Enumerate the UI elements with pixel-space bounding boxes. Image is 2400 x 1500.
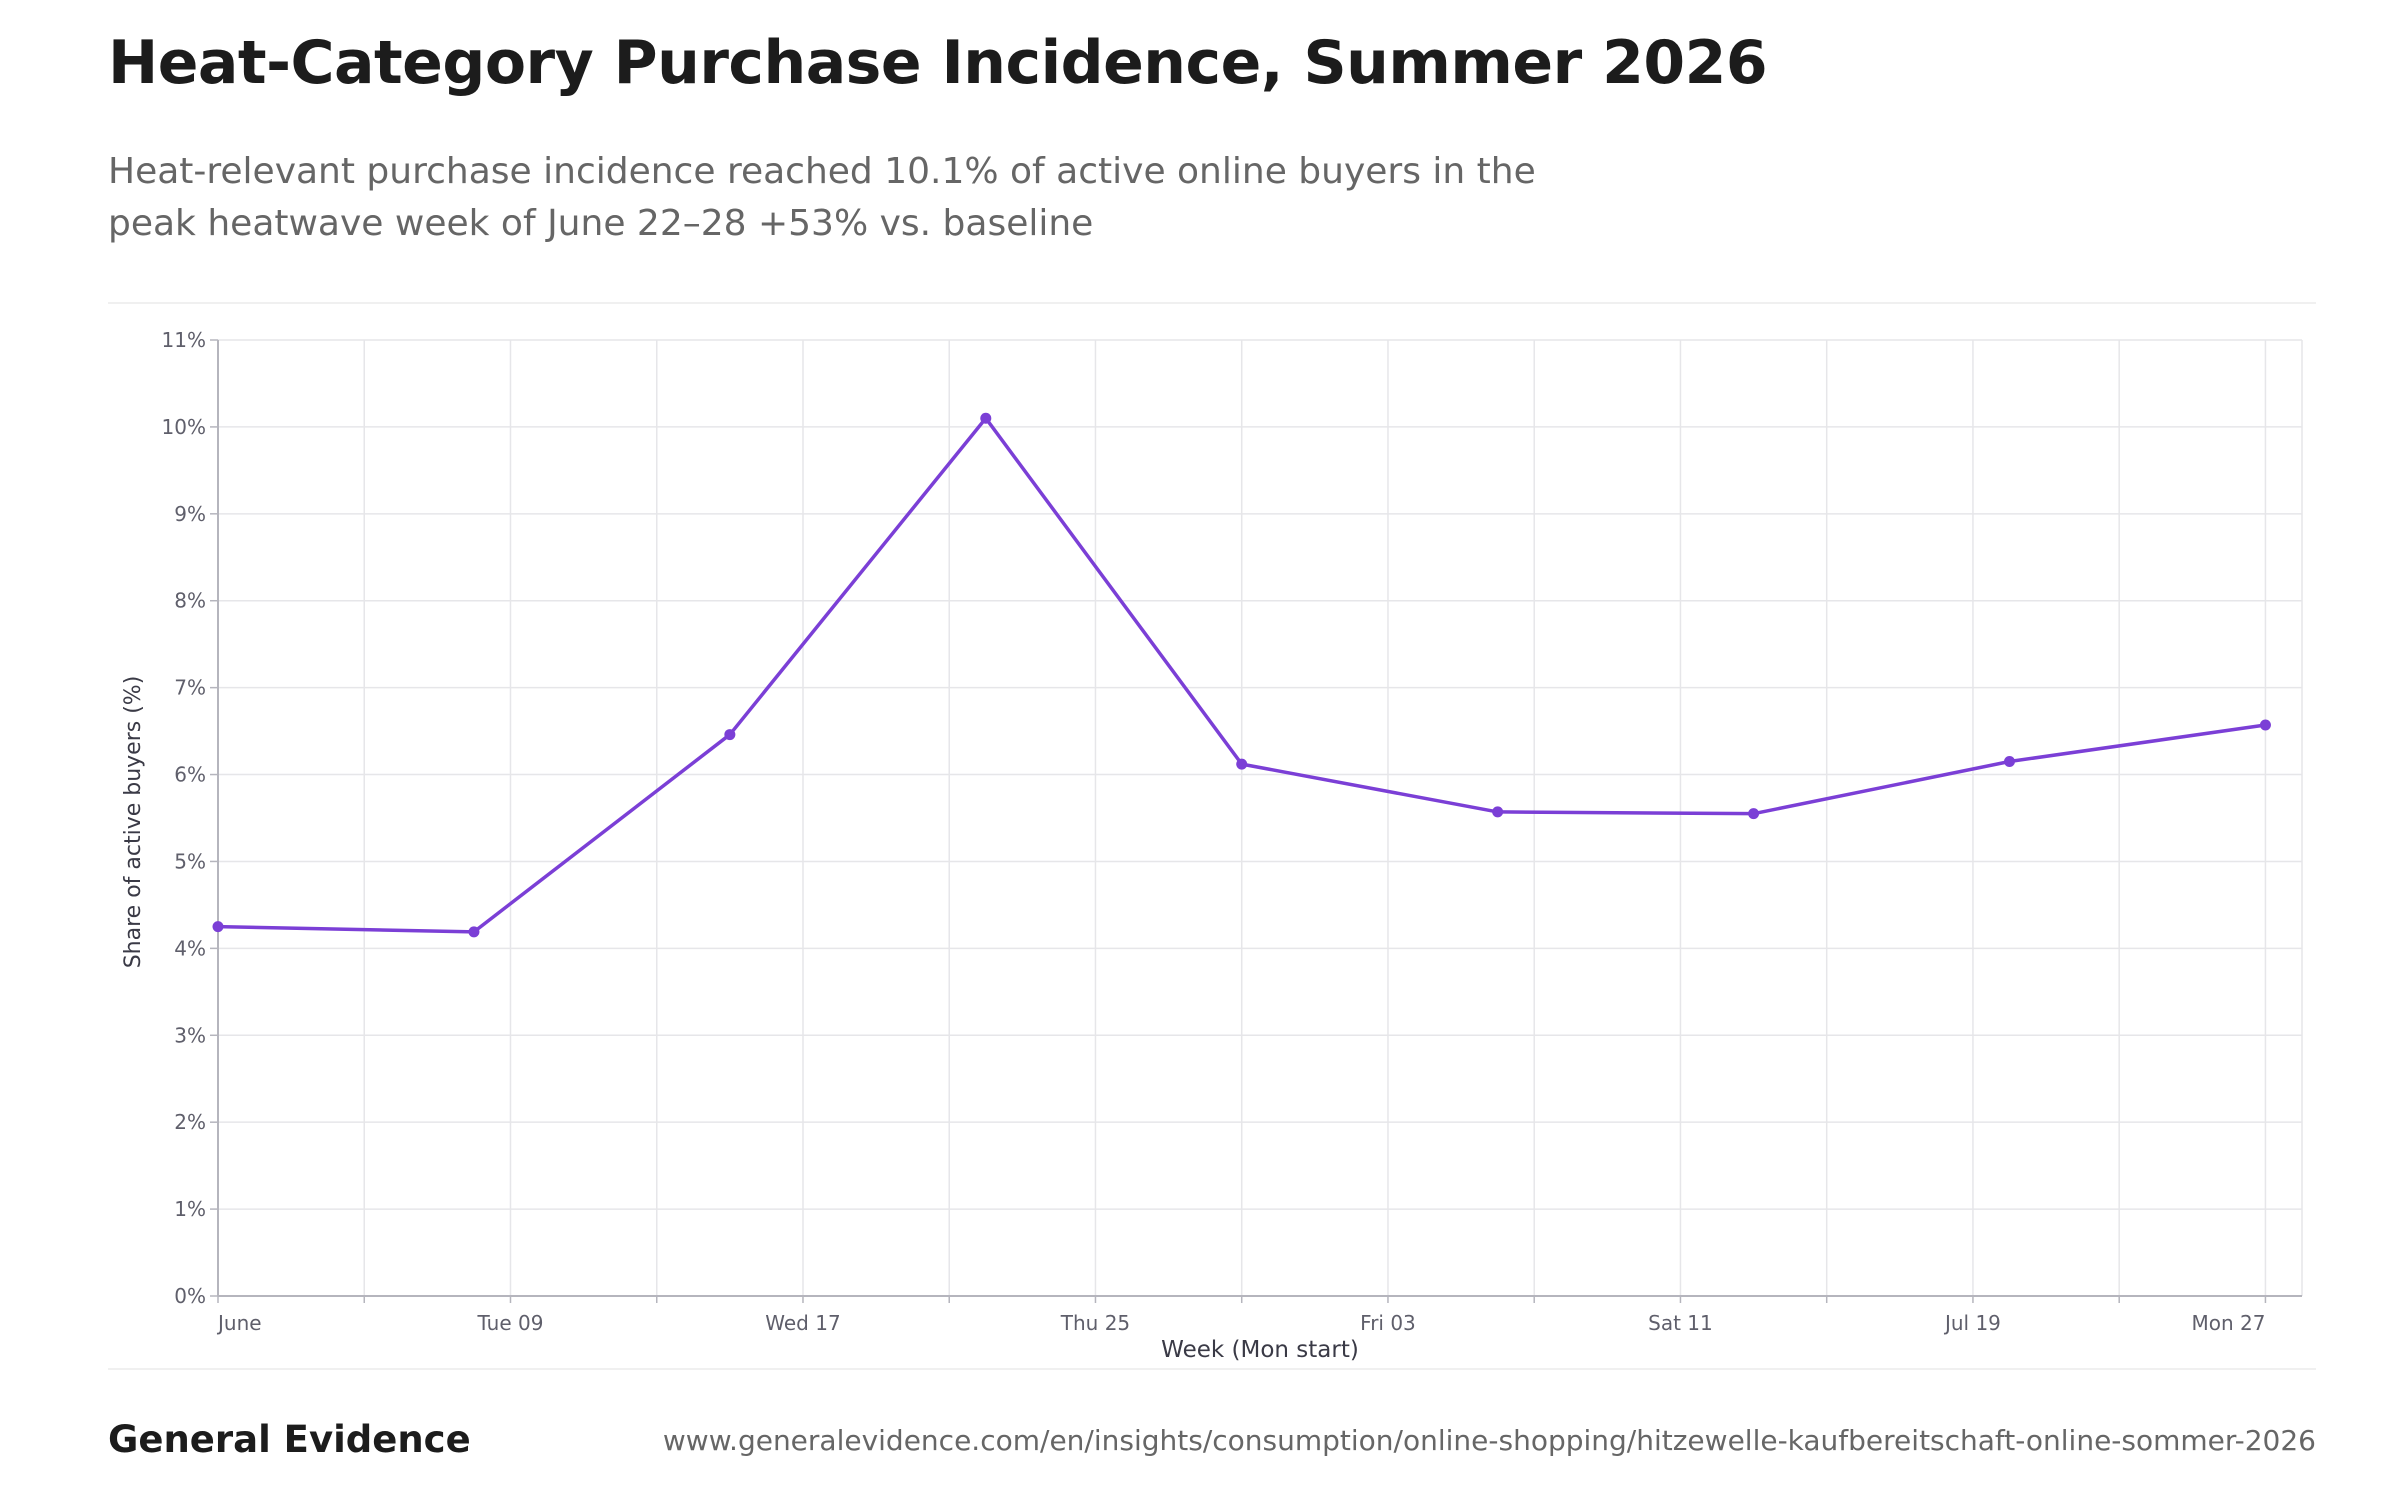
y-tick-label: 6% (174, 763, 206, 787)
x-axis-label: Week (Mon start) (1161, 1337, 1359, 1363)
x-tick-label: Wed 17 (765, 1311, 840, 1335)
source-url: www.generalevidence.com/en/insights/cons… (662, 1424, 2316, 1457)
x-tick-labels: June Tue 09 Wed 17 Thu 25 Fri 03 Sat 11 Jul 19… (216, 1311, 2265, 1335)
y-tick-label: 8% (174, 589, 206, 613)
x-tick-label: Fri 03 (1360, 1311, 1416, 1335)
data-point (724, 729, 736, 741)
data-point (1748, 808, 1760, 820)
data-point (2259, 719, 2271, 731)
bottom-divider (108, 1368, 2316, 1370)
x-tick-label: Sat 11 (1648, 1311, 1713, 1335)
y-tick-label: 4% (174, 936, 206, 960)
gridlines (217, 339, 2303, 1297)
chart-subtitle: Heat-relevant purchase incidence reached… (108, 151, 1536, 244)
brand-logo-text: General Evidence (108, 1418, 471, 1461)
y-tick-label: 7% (174, 676, 206, 700)
y-tick-label: 10% (162, 415, 206, 439)
y-axis-label: Share of active buyers (%) (121, 676, 146, 969)
y-tick-label: 2% (174, 1110, 206, 1134)
line-chart: 0% 1% 2% 3% 4% 5% 6% 7% 8% 9% 10% 11% June Tue 09 Wed… (121, 328, 2303, 1363)
data-point (468, 926, 480, 938)
x-tick-label: Mon 27 (2191, 1311, 2265, 1335)
axes (210, 339, 2302, 1303)
y-tick-label: 9% (174, 502, 206, 526)
chart-title: Heat-Category Purchase Incidence, Summer… (108, 28, 1768, 98)
y-tick-label: 11% (162, 328, 206, 352)
y-tick-label: 3% (174, 1023, 206, 1047)
y-tick-labels: 0% 1% 2% 3% 4% 5% 6% 7% 8% 9% 10% 11% (162, 328, 206, 1308)
plot-area (212, 412, 2271, 938)
top-divider (108, 302, 2316, 304)
data-point (2004, 756, 2016, 768)
x-tick-label: Thu 25 (1060, 1311, 1130, 1335)
x-tick-label: Jul 19 (1943, 1311, 2001, 1335)
x-tick-label: Tue 09 (477, 1311, 544, 1335)
data-point (1492, 806, 1504, 818)
data-point (212, 921, 224, 933)
x-tick-label: June (216, 1311, 262, 1335)
data-point (980, 412, 992, 424)
y-tick-label: 0% (174, 1284, 206, 1308)
data-point (1236, 758, 1248, 770)
y-tick-label: 5% (174, 849, 206, 873)
y-tick-label: 1% (174, 1197, 206, 1221)
